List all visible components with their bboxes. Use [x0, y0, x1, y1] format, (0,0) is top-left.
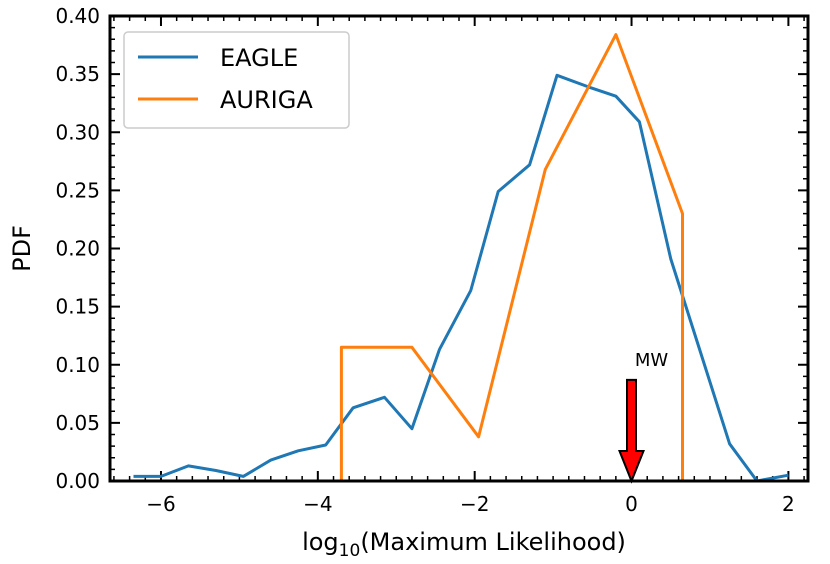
y-tick-label: 0.00: [55, 469, 100, 493]
x-tick-label: 0: [625, 492, 638, 516]
lines: [133, 33, 789, 483]
x-axis-label: log10(Maximum Likelihood): [302, 528, 626, 561]
y-tick-label: 0.10: [55, 353, 100, 377]
y-tick-label: 0.30: [55, 120, 100, 144]
y-tick-label: 0.05: [55, 411, 100, 435]
x-axis-label-main: log: [302, 528, 339, 556]
ticks: −6 −4 −2 0 2 0.00 0.05 0.10 0.15 0.20 0.25 0.30 0.35…: [55, 4, 808, 516]
y-tick-label: 0.25: [55, 178, 100, 202]
y-tick-label: 0.15: [55, 295, 100, 319]
mw-annotation: MW: [618, 350, 669, 484]
mw-label: MW: [635, 350, 669, 371]
x-axis-label-sub: 10: [339, 541, 361, 561]
y-axis-label: PDF: [8, 225, 36, 272]
series-line-eagle: [133, 73, 789, 483]
x-axis-label-rest: (Maximum Likelihood): [360, 528, 626, 556]
y-tick-label: 0.35: [55, 62, 100, 86]
y-tick-label: 0.40: [55, 4, 100, 28]
legend-label-auriga: AURIGA: [220, 86, 313, 114]
x-tick-label: −4: [303, 492, 332, 516]
legend: EAGLE AURIGA: [123, 31, 350, 129]
y-tick-label: 0.20: [55, 237, 100, 261]
x-tick-label: −2: [460, 492, 489, 516]
legend-label-eagle: EAGLE: [220, 44, 298, 72]
plot-frame: [108, 14, 810, 483]
series-line-auriga: [339, 33, 684, 481]
x-tick-label: 2: [782, 492, 795, 516]
mw-arrow: [618, 378, 645, 484]
x-tick-label: −6: [146, 492, 175, 516]
